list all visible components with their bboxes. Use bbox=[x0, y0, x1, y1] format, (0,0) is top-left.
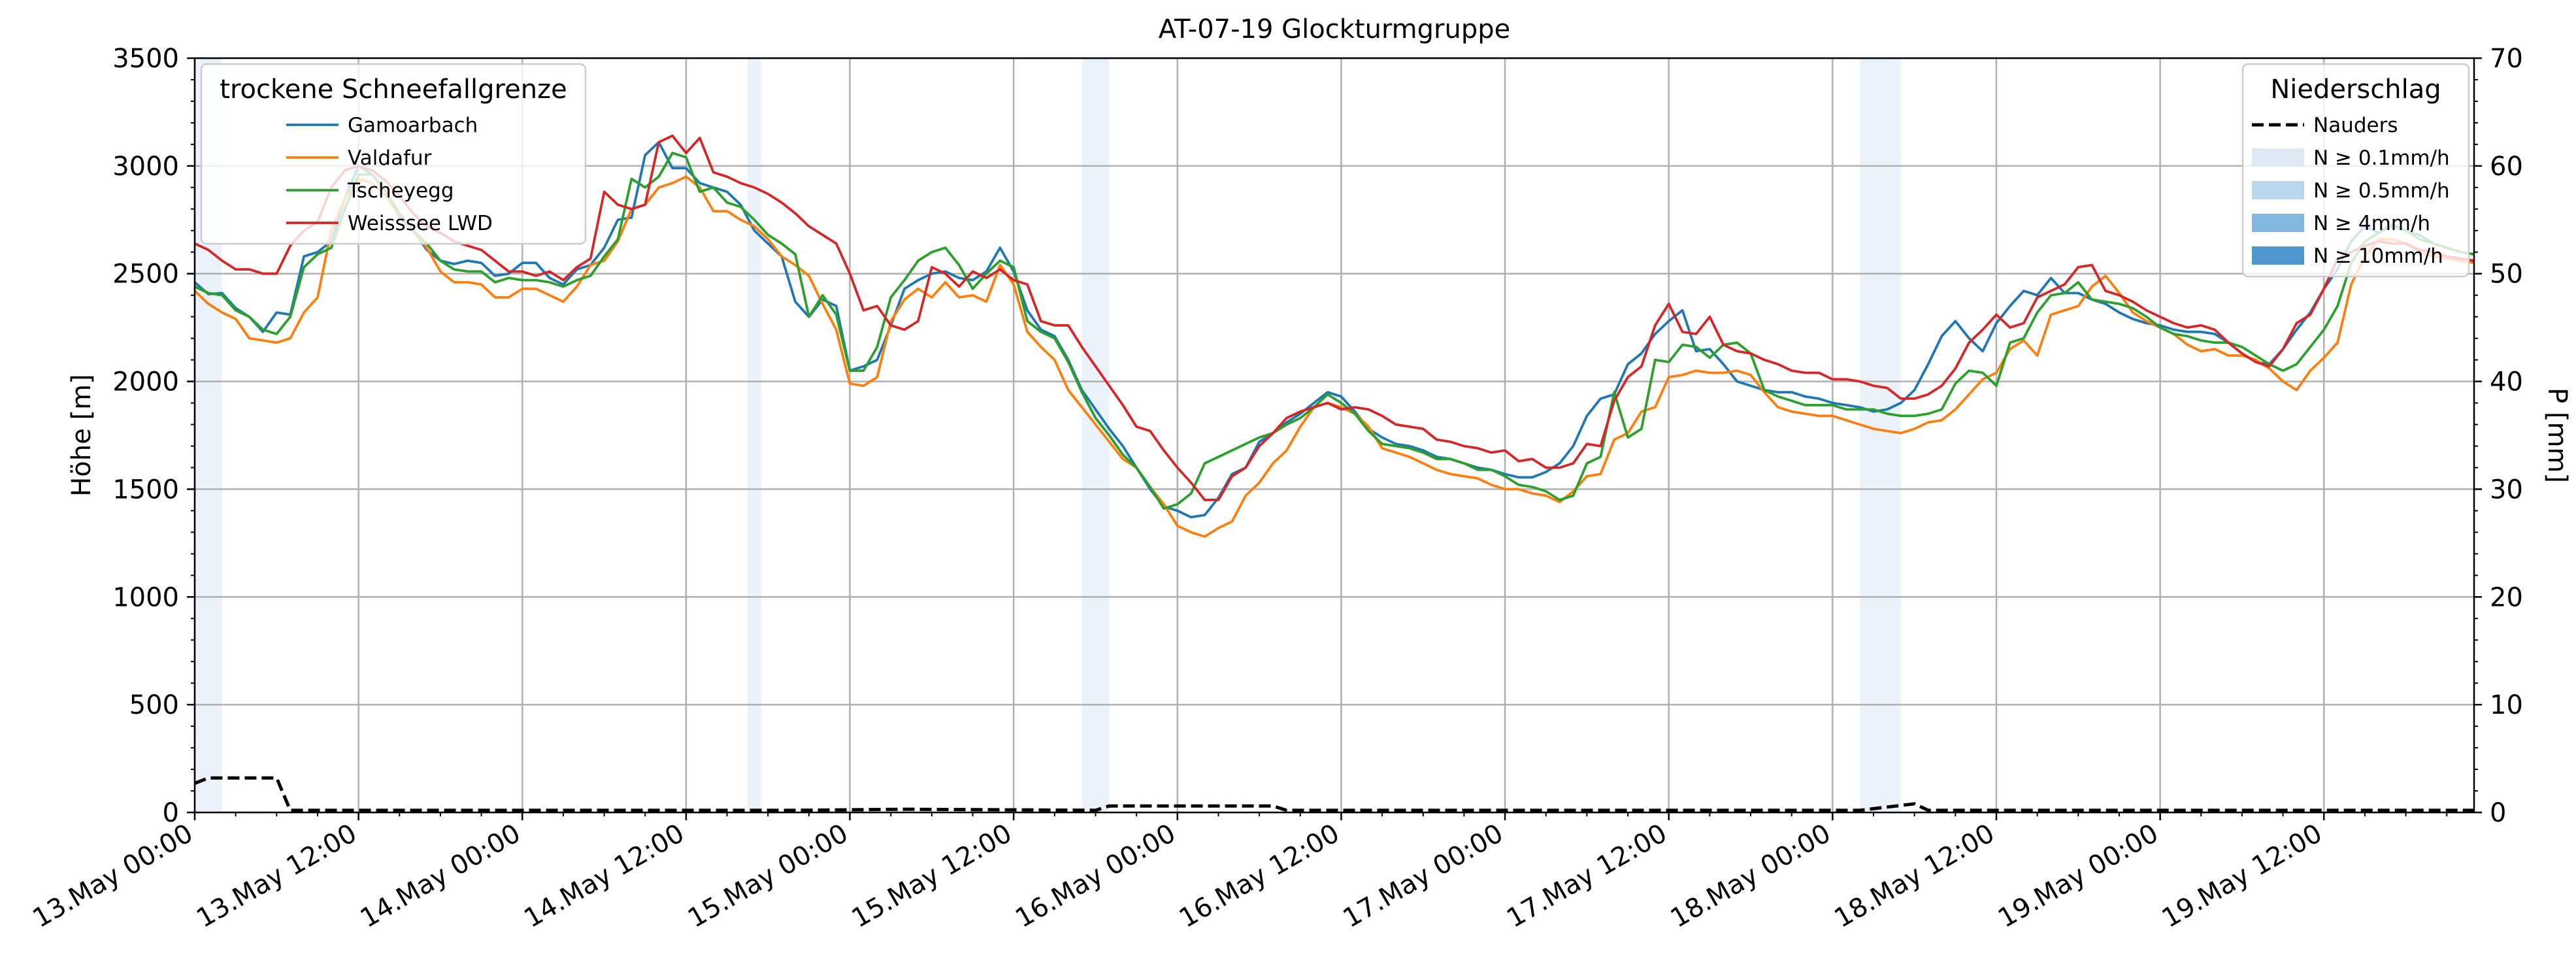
y-axis-label: Höhe [m] bbox=[67, 374, 97, 496]
legend-label: N ≥ 0.1mm/h bbox=[2313, 146, 2450, 170]
legend-label: N ≥ 0.5mm/h bbox=[2313, 179, 2450, 203]
legend-label: Gamoarbach bbox=[348, 114, 478, 137]
y-tick-label: 2000 bbox=[112, 367, 179, 397]
y-tick-label: 3500 bbox=[112, 44, 179, 74]
y2-axis-label: P [mm] bbox=[2542, 388, 2572, 483]
legend-label: N ≥ 4mm/h bbox=[2313, 212, 2430, 235]
y2-tick-label: 20 bbox=[2490, 582, 2523, 612]
x-tick-label: 16.May 00:00 bbox=[1010, 818, 1181, 934]
legend-precipitation: Niederschlag Nauders N ≥ 0.1mm/h N ≥ 0.5mm/… bbox=[2241, 63, 2470, 278]
y2-tick-label: 10 bbox=[2490, 690, 2523, 720]
y2-tick-label: 70 bbox=[2490, 44, 2523, 74]
y-tick-label: 0 bbox=[163, 798, 179, 828]
x-tick-label: 16.May 12:00 bbox=[1174, 818, 1345, 934]
y2-tick-label: 30 bbox=[2490, 475, 2523, 505]
legend-label: Tscheyegg bbox=[347, 179, 454, 203]
y2-tick-label: 50 bbox=[2490, 259, 2523, 290]
y2-tick-label: 60 bbox=[2490, 152, 2523, 182]
legend-swatch bbox=[2252, 181, 2304, 199]
chart-title: AT-07-19 Glockturmgruppe bbox=[1159, 14, 1510, 44]
legend-label: Valdafur bbox=[348, 146, 432, 170]
legend-label: N ≥ 10mm/h bbox=[2313, 244, 2443, 268]
legend-title: trockene Schneefallgrenze bbox=[220, 75, 567, 105]
legend-swatch bbox=[2252, 246, 2304, 265]
legend-swatch bbox=[2252, 148, 2304, 167]
x-tick-label: 14.May 00:00 bbox=[355, 818, 526, 934]
x-tick-label: 18.May 00:00 bbox=[1666, 818, 1836, 934]
x-tick-label: 15.May 00:00 bbox=[683, 818, 853, 934]
legend-label: Weisssee LWD bbox=[348, 212, 493, 235]
legend-snowline: trockene Schneefallgrenze Gamoarbach Valda… bbox=[200, 63, 587, 245]
precip-band bbox=[1860, 58, 1901, 812]
plot-frame bbox=[193, 57, 2475, 814]
x-tick-label: 13.May 12:00 bbox=[191, 818, 362, 934]
series-lines bbox=[193, 134, 2475, 538]
x-tick-label: 19.May 00:00 bbox=[1993, 818, 2164, 934]
y-tick-label: 3000 bbox=[112, 152, 179, 182]
y-tick-label: 1500 bbox=[112, 475, 179, 505]
precip-band bbox=[747, 58, 761, 812]
series-line-weisssee-lwd bbox=[194, 134, 2475, 501]
x-tick-label: 18.May 12:00 bbox=[1829, 818, 2000, 934]
precip-line bbox=[194, 776, 2474, 812]
x-tick-label: 17.May 00:00 bbox=[1338, 818, 1509, 934]
precip-line-nauders bbox=[194, 776, 2474, 812]
legend-swatch bbox=[2252, 214, 2304, 232]
legend-title: Niederschlag bbox=[2270, 75, 2441, 105]
x-tick-label: 17.May 12:00 bbox=[1502, 818, 1672, 934]
y-tick-label: 500 bbox=[129, 690, 179, 720]
series-line-tscheyegg bbox=[194, 152, 2475, 510]
x-tick-label: 15.May 12:00 bbox=[847, 818, 1017, 934]
x-tick-label: 14.May 12:00 bbox=[519, 818, 689, 934]
x-tick-label: 13.May 00:00 bbox=[27, 818, 198, 934]
legend-box bbox=[200, 63, 587, 245]
y-tick-label: 2500 bbox=[112, 259, 179, 290]
y2-tick-label: 40 bbox=[2490, 367, 2523, 397]
y-tick-label: 1000 bbox=[112, 582, 179, 612]
legend-label: Nauders bbox=[2313, 114, 2398, 137]
y2-tick-label: 0 bbox=[2490, 798, 2506, 828]
x-tick-label: 19.May 12:00 bbox=[2157, 818, 2328, 934]
